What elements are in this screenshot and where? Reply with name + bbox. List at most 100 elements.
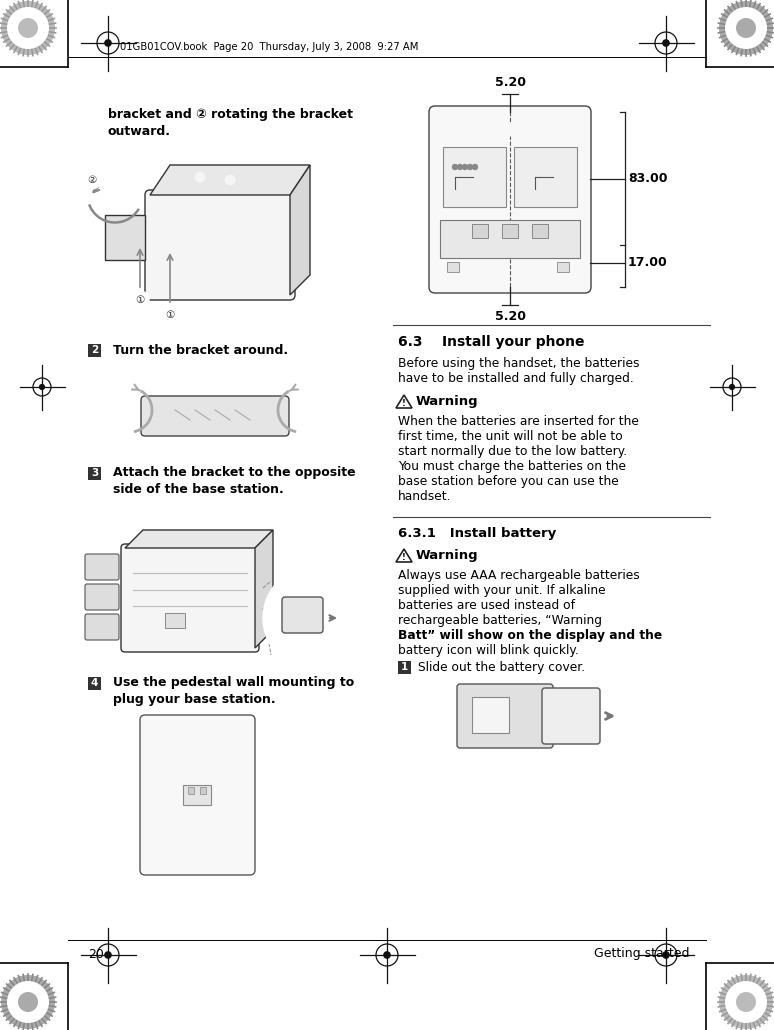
Circle shape (453, 165, 457, 170)
Text: Attach the bracket to the opposite: Attach the bracket to the opposite (113, 466, 355, 479)
Text: bracket and ② rotating the bracket: bracket and ② rotating the bracket (108, 108, 353, 121)
Bar (183, 785, 211, 805)
Bar (532, 224, 548, 238)
Text: 17.00: 17.00 (628, 256, 668, 269)
Text: 83.00: 83.00 (628, 172, 667, 185)
Circle shape (383, 951, 391, 959)
Circle shape (719, 1, 773, 55)
Text: 5.20: 5.20 (495, 76, 526, 89)
Text: outward.: outward. (108, 125, 171, 138)
Circle shape (104, 39, 112, 46)
Circle shape (18, 992, 38, 1012)
FancyBboxPatch shape (121, 544, 259, 652)
Bar (88, 467, 101, 480)
Text: 2: 2 (91, 345, 98, 355)
Circle shape (39, 384, 45, 390)
Bar (398, 661, 411, 674)
Circle shape (719, 975, 773, 1029)
Text: Turn the bracket around.: Turn the bracket around. (113, 343, 288, 356)
FancyBboxPatch shape (282, 597, 323, 633)
Text: Warning: Warning (416, 549, 478, 561)
Polygon shape (150, 165, 310, 195)
Text: batteries are used instead of: batteries are used instead of (398, 599, 575, 612)
Text: handset.: handset. (398, 490, 451, 503)
Text: 5.20: 5.20 (495, 310, 526, 323)
Text: 20: 20 (88, 948, 104, 961)
Circle shape (457, 165, 463, 170)
Polygon shape (255, 530, 273, 648)
Polygon shape (396, 394, 412, 408)
Polygon shape (290, 165, 310, 295)
Text: You must charge the batteries on the: You must charge the batteries on the (398, 460, 626, 473)
Circle shape (559, 261, 571, 273)
Circle shape (183, 734, 211, 762)
Circle shape (187, 818, 207, 838)
Circle shape (225, 175, 235, 185)
Text: side of the base station.: side of the base station. (113, 483, 284, 496)
Bar (165, 613, 185, 628)
Circle shape (104, 951, 112, 959)
Text: Getting started: Getting started (594, 948, 690, 961)
Text: Slide out the battery cover.: Slide out the battery cover. (418, 660, 585, 674)
Circle shape (725, 7, 767, 49)
Bar (514, 147, 577, 207)
FancyBboxPatch shape (85, 614, 119, 640)
Text: 4: 4 (91, 678, 98, 688)
FancyBboxPatch shape (141, 396, 289, 436)
Bar (557, 262, 569, 272)
Bar (88, 344, 101, 357)
Circle shape (131, 291, 149, 309)
Polygon shape (105, 215, 145, 260)
Text: first time, the unit will not be able to: first time, the unit will not be able to (398, 430, 623, 443)
Text: 01GB01COV.book  Page 20  Thursday, July 3, 2008  9:27 AM: 01GB01COV.book Page 20 Thursday, July 3,… (120, 42, 419, 52)
Circle shape (7, 981, 49, 1023)
Circle shape (463, 165, 467, 170)
Circle shape (736, 18, 756, 38)
Circle shape (504, 124, 516, 136)
Circle shape (559, 128, 571, 140)
Text: plug your base station.: plug your base station. (113, 693, 276, 706)
Circle shape (18, 18, 38, 38)
Circle shape (467, 165, 472, 170)
Text: !: ! (402, 553, 406, 562)
Text: 1: 1 (401, 662, 408, 672)
FancyBboxPatch shape (140, 715, 255, 876)
Text: 3: 3 (91, 468, 98, 478)
FancyBboxPatch shape (85, 554, 119, 580)
Text: Warning: Warning (416, 394, 478, 408)
Text: have to be installed and fully charged.: have to be installed and fully charged. (398, 372, 634, 385)
Circle shape (83, 171, 101, 188)
Text: base station before you can use the: base station before you can use the (398, 475, 618, 488)
Text: rechargeable batteries, “Warning: rechargeable batteries, “Warning (398, 614, 602, 627)
Bar (472, 697, 509, 733)
Circle shape (263, 566, 367, 670)
Bar (472, 224, 488, 238)
Bar (502, 224, 518, 238)
FancyBboxPatch shape (145, 190, 295, 300)
Bar (200, 787, 206, 794)
Circle shape (161, 306, 179, 324)
Circle shape (187, 842, 207, 862)
Circle shape (449, 128, 461, 140)
Text: !: ! (402, 400, 406, 409)
FancyBboxPatch shape (85, 584, 119, 610)
Text: When the batteries are inserted for the: When the batteries are inserted for the (398, 415, 639, 428)
Text: Always use AAA rechargeable batteries: Always use AAA rechargeable batteries (398, 569, 640, 582)
Circle shape (729, 384, 735, 390)
Circle shape (7, 7, 49, 49)
Polygon shape (396, 549, 412, 562)
FancyBboxPatch shape (542, 688, 600, 744)
Text: supplied with your unit. If alkaline: supplied with your unit. If alkaline (398, 584, 605, 597)
Bar (88, 677, 101, 690)
Bar (447, 262, 459, 272)
Polygon shape (125, 530, 273, 548)
Text: Use the pedestal wall mounting to: Use the pedestal wall mounting to (113, 676, 354, 689)
FancyBboxPatch shape (429, 106, 591, 293)
Circle shape (662, 951, 670, 959)
Text: 6.3    Install your phone: 6.3 Install your phone (398, 335, 584, 349)
Circle shape (1, 1, 55, 55)
Text: ①: ① (135, 295, 145, 305)
Text: start normally due to the low battery.: start normally due to the low battery. (398, 445, 627, 458)
Circle shape (195, 172, 205, 182)
Circle shape (472, 165, 478, 170)
